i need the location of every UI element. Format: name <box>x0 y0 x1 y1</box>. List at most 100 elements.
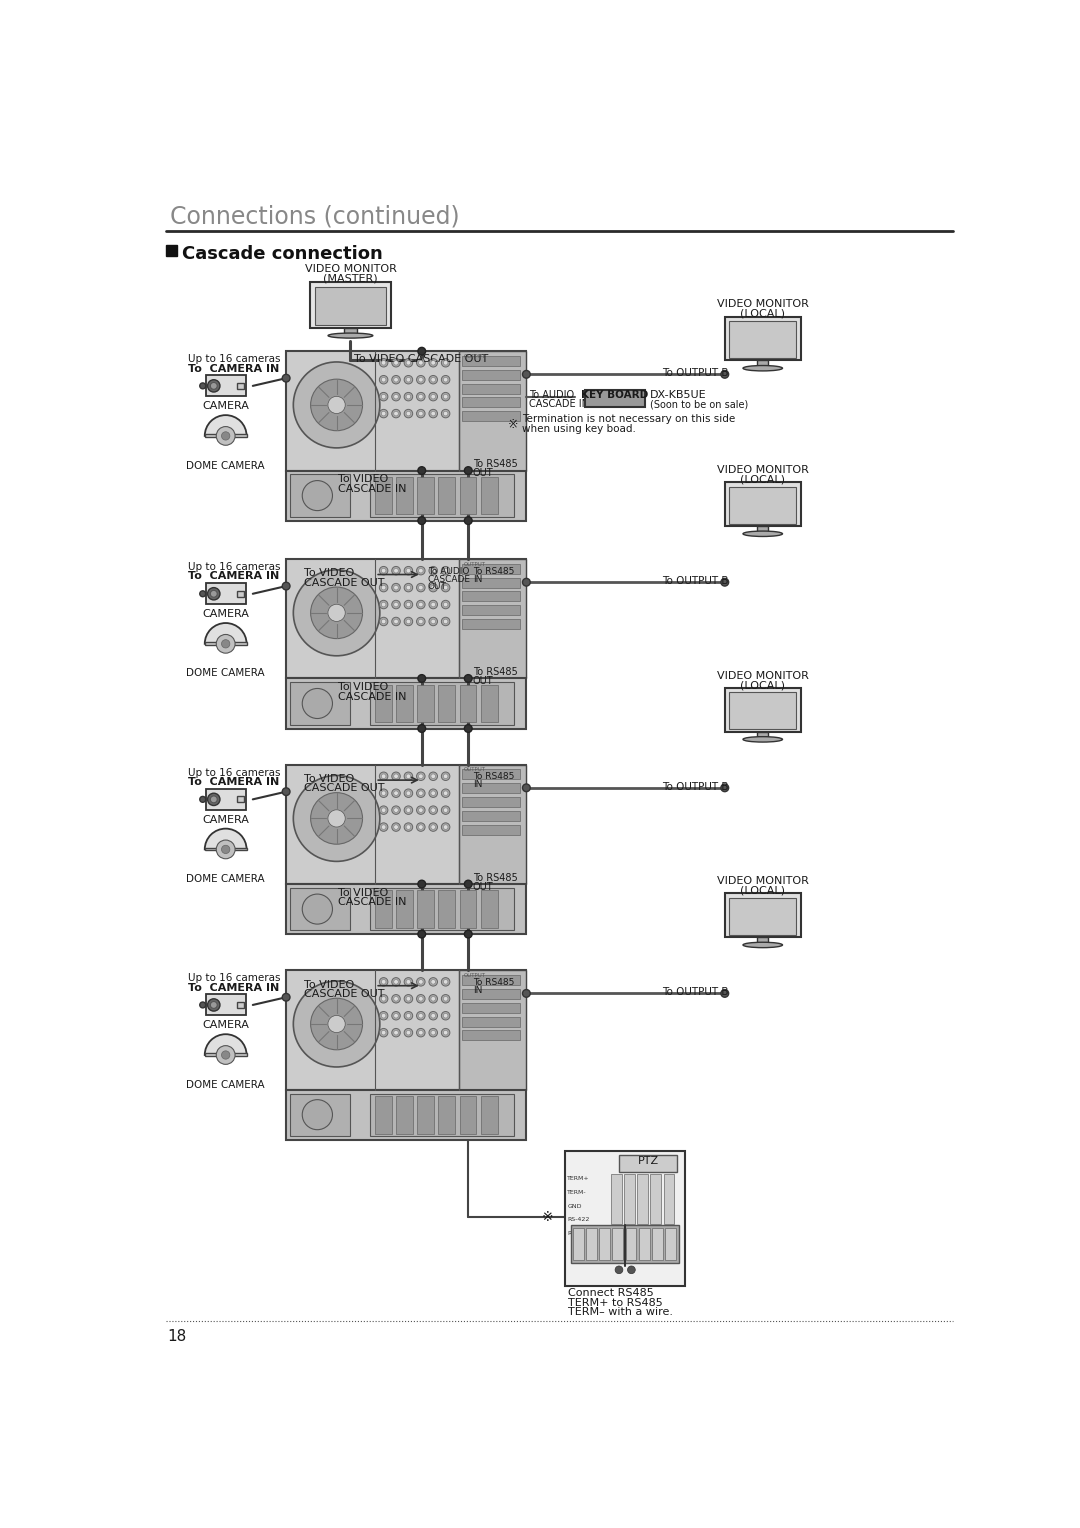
Text: OUT: OUT <box>428 582 447 591</box>
Bar <box>206 995 245 1016</box>
Circle shape <box>431 808 435 813</box>
Circle shape <box>721 784 729 792</box>
Bar <box>205 642 246 645</box>
Circle shape <box>221 1051 230 1059</box>
Circle shape <box>418 996 423 1001</box>
Circle shape <box>406 361 410 365</box>
Circle shape <box>417 376 426 384</box>
Bar <box>611 1175 622 1224</box>
Bar <box>237 591 244 597</box>
Circle shape <box>442 1012 450 1021</box>
Circle shape <box>392 772 401 781</box>
Circle shape <box>464 880 472 888</box>
Bar <box>586 1229 597 1261</box>
Circle shape <box>381 361 386 365</box>
Bar <box>729 487 796 524</box>
Text: To  CAMERA IN: To CAMERA IN <box>188 778 279 787</box>
Text: TERM– with a wire.: TERM– with a wire. <box>568 1306 673 1317</box>
Bar <box>375 891 392 927</box>
Bar <box>462 619 519 630</box>
Circle shape <box>417 601 426 608</box>
Circle shape <box>394 1030 399 1034</box>
Circle shape <box>431 1013 435 1018</box>
Text: Up to 16 cameras: Up to 16 cameras <box>188 354 280 364</box>
Circle shape <box>311 379 363 431</box>
Text: DOME CAMERA: DOME CAMERA <box>187 1080 265 1089</box>
Bar <box>438 1096 456 1134</box>
Circle shape <box>404 601 413 608</box>
Circle shape <box>221 845 230 854</box>
Circle shape <box>417 824 426 831</box>
Circle shape <box>417 805 426 814</box>
Circle shape <box>443 411 448 416</box>
Bar <box>205 1053 246 1056</box>
Bar <box>237 1002 244 1008</box>
Circle shape <box>417 1028 426 1038</box>
Text: OUTPUT: OUTPUT <box>463 353 486 359</box>
Circle shape <box>417 410 426 417</box>
Circle shape <box>404 359 413 367</box>
Circle shape <box>394 568 399 573</box>
Text: PTZ: PTZ <box>637 1155 659 1166</box>
Circle shape <box>431 1030 435 1034</box>
Circle shape <box>418 724 426 732</box>
Bar <box>462 825 519 834</box>
Bar <box>729 692 796 729</box>
Circle shape <box>406 377 410 382</box>
Text: To VIDEO: To VIDEO <box>303 775 354 784</box>
Circle shape <box>442 995 450 1002</box>
Bar <box>462 591 519 602</box>
Bar <box>315 287 386 325</box>
Text: VIDEO MONITOR: VIDEO MONITOR <box>717 877 809 886</box>
Circle shape <box>381 996 386 1001</box>
Circle shape <box>721 990 729 998</box>
Bar <box>584 390 645 406</box>
Bar <box>375 685 392 723</box>
Text: To VIDEO: To VIDEO <box>338 888 389 898</box>
Circle shape <box>379 584 388 591</box>
Circle shape <box>379 805 388 814</box>
Circle shape <box>443 792 448 796</box>
Text: RS-422: RS-422 <box>567 1218 590 1222</box>
Circle shape <box>442 376 450 384</box>
Text: ※: ※ <box>508 419 517 431</box>
Circle shape <box>418 361 423 365</box>
Circle shape <box>394 602 399 607</box>
Circle shape <box>404 1012 413 1021</box>
Circle shape <box>406 825 410 830</box>
Text: 18: 18 <box>167 1329 187 1345</box>
Circle shape <box>302 481 333 510</box>
Bar <box>725 483 800 526</box>
Bar <box>481 477 498 515</box>
Circle shape <box>406 394 410 399</box>
Circle shape <box>394 775 399 779</box>
Text: DX-KB5UE: DX-KB5UE <box>649 391 706 400</box>
Circle shape <box>431 996 435 1001</box>
Circle shape <box>216 426 235 445</box>
Circle shape <box>417 359 426 367</box>
Bar <box>370 474 514 516</box>
Bar <box>237 384 244 388</box>
Circle shape <box>443 825 448 830</box>
Bar <box>571 1225 679 1264</box>
Circle shape <box>404 393 413 400</box>
Circle shape <box>429 393 437 400</box>
Circle shape <box>431 377 435 382</box>
Circle shape <box>404 772 413 781</box>
Circle shape <box>381 568 386 573</box>
Circle shape <box>418 880 426 888</box>
Text: VIDEO MONITOR: VIDEO MONITOR <box>717 465 809 475</box>
Circle shape <box>200 384 205 388</box>
Bar <box>286 559 526 678</box>
Bar <box>638 1229 649 1261</box>
Text: when using key boad.: when using key boad. <box>523 423 636 434</box>
Circle shape <box>216 1045 235 1065</box>
Bar <box>438 685 456 723</box>
Circle shape <box>418 619 423 623</box>
Bar <box>462 975 519 986</box>
Circle shape <box>394 792 399 796</box>
Bar <box>291 683 350 724</box>
Circle shape <box>429 410 437 417</box>
Bar <box>757 361 768 368</box>
Circle shape <box>443 1013 448 1018</box>
